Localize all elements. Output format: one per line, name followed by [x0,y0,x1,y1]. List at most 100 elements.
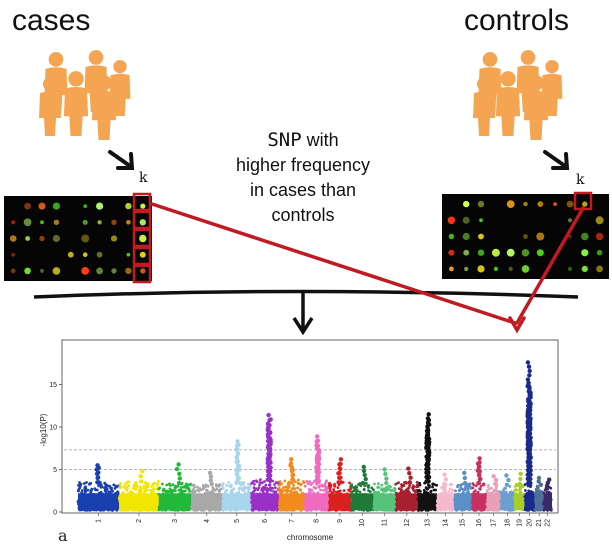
k-label-cases: k [139,170,148,186]
snp-peak-point [526,476,532,481]
snp-point [138,485,142,489]
snp-point [535,485,539,488]
snp-peak-point [426,412,431,417]
snp-point [469,487,472,490]
snp-peak-point [316,453,321,459]
snp-point [261,491,265,494]
microarray-spot [478,233,484,240]
snp-point [168,490,172,494]
snp-point [370,486,374,490]
x-tick-label: 14 [443,519,450,527]
snp-point [184,482,188,486]
chromosome-series-2 [117,469,160,512]
snp-peak-point [526,463,531,468]
snp-peak-point [266,461,271,466]
snp-point [422,488,426,492]
snp-peak-point [207,470,213,476]
snp-point [329,489,332,493]
snp-peak-point [527,431,532,436]
snp-point [263,480,266,483]
microarray-spot [479,218,483,223]
snp-point [543,488,547,492]
snp-peak-point [525,435,531,441]
microarray-spot [140,268,146,274]
controls-label: controls [464,4,569,37]
microarray-spot [567,266,573,271]
microarray-spot [126,220,131,225]
snp-point [397,481,400,484]
snp-peak-point [477,456,482,461]
x-tick-label: 2 [136,519,143,523]
snp-point [427,483,430,487]
snp-point [448,483,452,487]
microarray-spot [126,252,131,257]
snp-point [272,490,275,493]
snp-point [225,484,229,487]
snp-peak-point [504,473,509,478]
snp-peak-point [527,373,532,378]
snp-point [144,487,148,490]
y-tick-label: 0 [53,510,57,517]
snp-point [354,485,358,488]
snp-point [219,487,223,491]
snp-peak-point [236,476,241,481]
snp-point [523,483,527,486]
snp-point [425,487,429,490]
x-tick-label: 18 [504,519,511,527]
microarray-spot [97,220,102,225]
snp-peak-point [266,477,272,482]
snp-point [514,482,518,486]
snp-point [171,489,175,493]
snp-point [165,483,169,487]
snp-point [90,487,94,491]
chromosome-series-22 [542,477,553,512]
snp-point [192,483,196,487]
snp-point [287,482,291,486]
snp-point [139,488,142,492]
snp-peak-point [536,475,542,481]
snp-peak-point [268,437,273,442]
microarray-spot [581,232,589,241]
snp-point [467,483,470,487]
snp-point [221,486,225,490]
snp-peak-point [265,457,270,462]
snp-point [373,482,376,486]
snp-point [265,491,269,494]
controls-people-icon [473,50,563,140]
snp-point [135,481,138,485]
snp-point [407,486,411,490]
snp-peak-point [208,474,214,479]
svg-text:controls: controls [271,205,334,225]
microarray-spot [463,249,470,256]
snp-peak-point [139,479,144,484]
microarray-spot [96,267,103,275]
snp-point [97,484,100,488]
x-tick-label: 19 [516,519,523,527]
microarray-spot [139,251,146,258]
snp-peak-point [267,418,272,423]
snp-point [440,486,443,489]
snp-peak-point [442,472,447,477]
chromosome-series-20 [523,360,537,512]
snp-point [504,490,508,494]
snp-point [110,489,114,492]
snp-band [191,493,223,511]
snp-point [126,484,130,488]
chromosome-series-5 [221,439,253,512]
snp-point [271,486,274,490]
snp-peak-point [425,461,430,466]
snp-point [450,488,454,492]
snp-point [377,482,380,486]
snp-peak-point [426,448,432,454]
snp-peak-point [288,463,293,468]
snp-point [478,487,482,491]
controls-arrow-icon [543,150,570,170]
snp-peak-point [528,427,533,432]
snp-point [372,488,375,492]
snp-band [351,493,374,511]
snp-point [205,488,208,492]
snp-point [415,480,419,484]
snp-peak-point [176,480,182,486]
snp-peak-point [315,473,320,479]
y-tick-label: 10 [49,425,57,432]
